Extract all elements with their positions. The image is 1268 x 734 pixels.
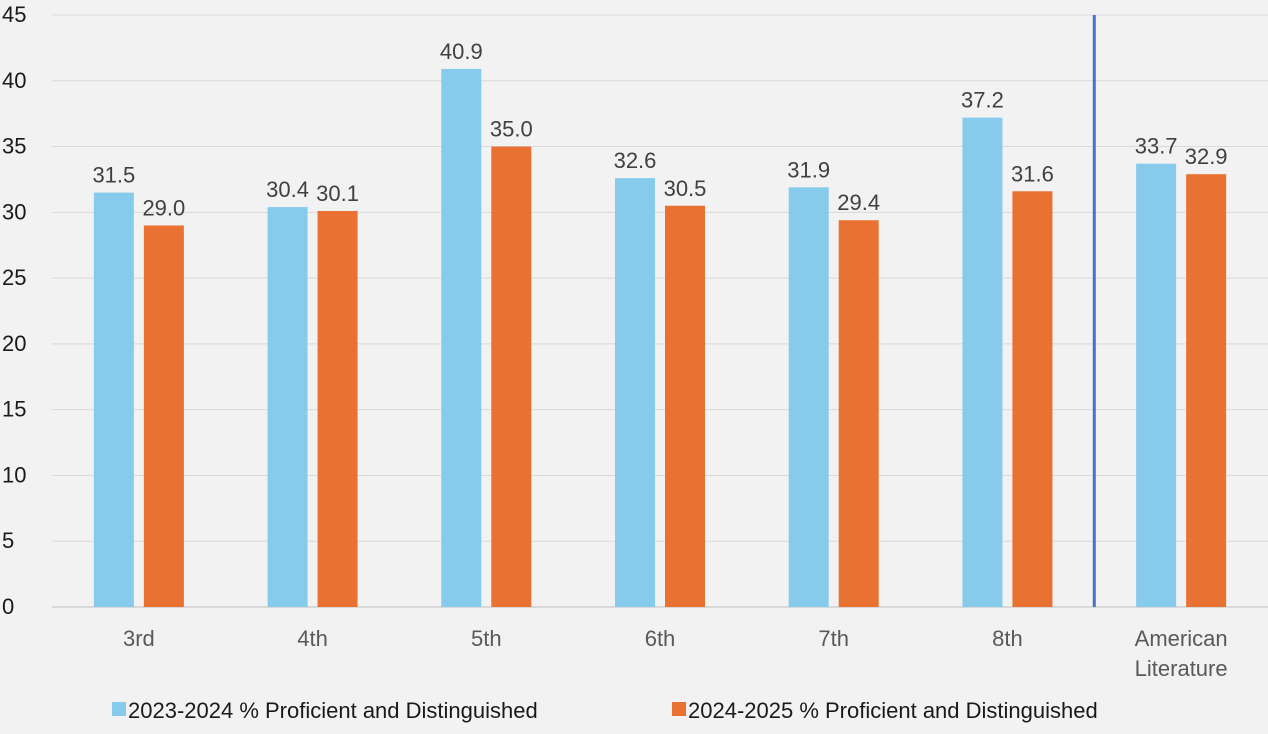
legend-swatch [672, 702, 686, 716]
y-tick-label: 25 [2, 265, 26, 290]
bar-series-2[interactable] [838, 220, 879, 607]
x-axis: 3rd 4th 5th 6th 7th 8th American Literature [123, 626, 1228, 681]
y-tick-label: 30 [2, 199, 26, 224]
x-category-label: 6th [645, 626, 676, 651]
x-category-label: 7th [818, 626, 849, 651]
x-category-label-line: 7th [818, 626, 849, 651]
legend-label: 2023-2024 % Proficient and Distinguished [128, 698, 538, 723]
bar-series-1[interactable] [441, 68, 482, 608]
data-label: 31.6 [1011, 161, 1054, 186]
legend-item-2[interactable]: 2024-2025 % Proficient and Distinguished [672, 698, 1098, 723]
x-category-label: 3rd [123, 626, 155, 651]
x-category-label: 4th [297, 626, 328, 651]
y-tick-label: 15 [2, 397, 26, 422]
legend: 2023-2024 % Proficient and Distinguished… [112, 698, 1098, 723]
bar-series-2[interactable] [1012, 191, 1053, 608]
x-category-label-line: 8th [992, 626, 1023, 651]
bar-series-2[interactable] [143, 225, 184, 607]
data-label: 35.0 [490, 117, 533, 142]
data-label: 32.6 [614, 148, 657, 173]
y-tick-label: 40 [2, 68, 26, 93]
data-label: 29.4 [837, 190, 880, 215]
gridlines [52, 14, 1268, 608]
bars [93, 68, 1227, 608]
x-category-label-line: 6th [645, 626, 676, 651]
legend-label: 2024-2025 % Proficient and Distinguished [688, 698, 1098, 723]
data-label: 37.2 [961, 88, 1004, 113]
data-label: 30.5 [664, 176, 707, 201]
x-category-label-line: 3rd [123, 626, 155, 651]
data-label: 31.5 [92, 163, 135, 188]
x-category-label: 8th [992, 626, 1023, 651]
data-labels: 31.5 30.4 40.9 32.6 31.9 37.2 33.7 29.0 30.1 35.0… [92, 39, 1227, 221]
x-category-label-line: 4th [297, 626, 328, 651]
y-tick-label: 10 [2, 462, 26, 487]
bar-series-1[interactable] [788, 187, 829, 608]
x-category-label: 5th [471, 626, 502, 651]
legend-item-1[interactable]: 2023-2024 % Proficient and Distinguished [112, 698, 538, 723]
bar-series-2[interactable] [665, 205, 705, 607]
bar-series-1[interactable] [1136, 163, 1177, 607]
x-category-label: American Literature [1135, 626, 1228, 681]
x-category-label-line: Literature [1135, 656, 1228, 681]
bar-series-2[interactable] [317, 211, 358, 608]
y-tick-label: 35 [2, 134, 26, 159]
x-category-label-line: 5th [471, 626, 502, 651]
bar-series-1[interactable] [267, 207, 308, 607]
y-tick-label: 45 [2, 2, 26, 27]
y-tick-label: 20 [2, 331, 26, 356]
x-category-label-line: American [1135, 626, 1228, 651]
data-label: 31.9 [787, 157, 830, 182]
y-tick-label: 5 [2, 528, 14, 553]
bar-series-2[interactable] [491, 146, 532, 608]
data-label: 32.9 [1185, 144, 1228, 169]
bar-series-1[interactable] [93, 192, 134, 607]
data-label: 30.4 [266, 177, 309, 202]
data-label: 30.1 [316, 181, 359, 206]
bar-series-1[interactable] [615, 178, 655, 607]
data-label: 33.7 [1135, 134, 1178, 159]
y-tick-label: 0 [2, 594, 14, 619]
data-label: 40.9 [440, 39, 483, 64]
bar-series-2[interactable] [1186, 174, 1227, 607]
y-axis: 0 5 10 15 20 25 30 35 40 45 [2, 2, 26, 619]
legend-swatch [112, 702, 126, 716]
data-label: 29.0 [142, 195, 185, 220]
bar-series-1[interactable] [962, 117, 1003, 607]
